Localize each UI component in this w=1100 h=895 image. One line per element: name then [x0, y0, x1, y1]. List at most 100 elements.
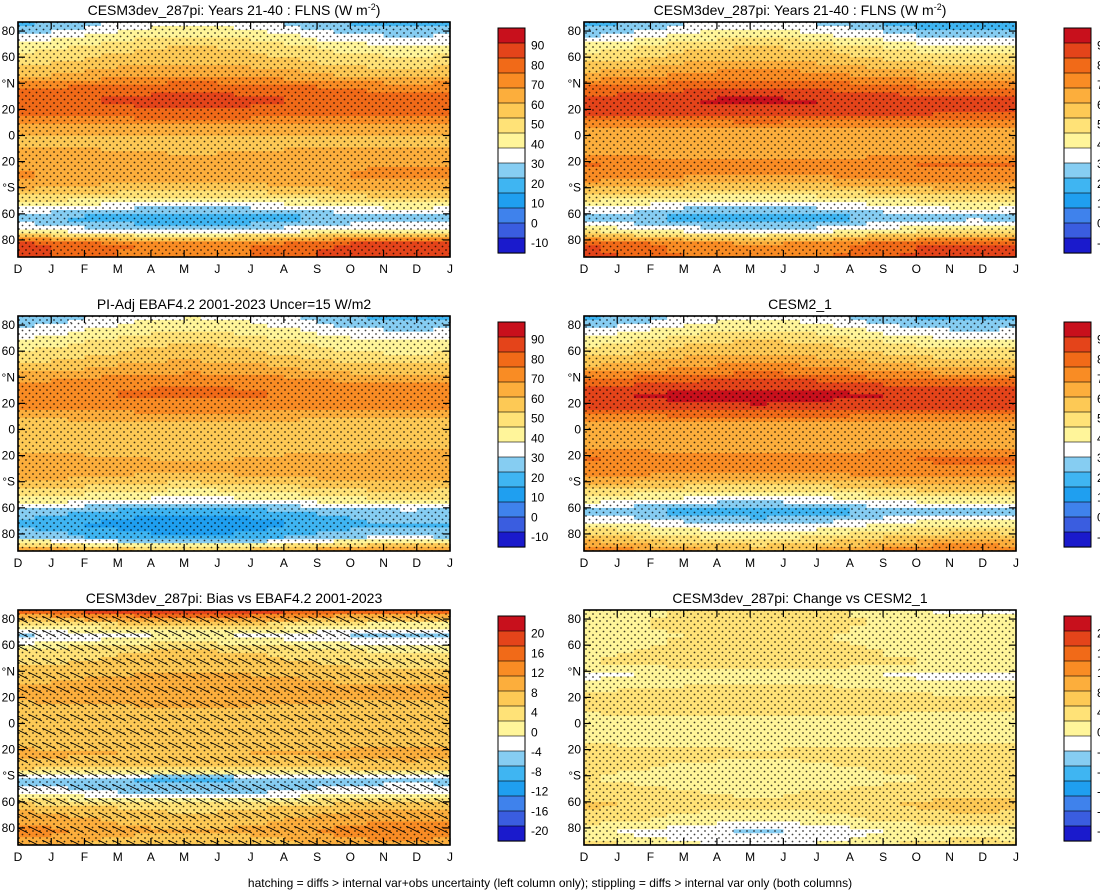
colorbar-label: 60	[531, 98, 545, 112]
colorbar-swatch	[497, 441, 526, 458]
panel-title: CESM3dev_287pi: Years 21-40 : FLNS (W m-…	[654, 2, 947, 18]
colorbar-swatch	[497, 486, 526, 503]
colorbar-label: 40	[531, 137, 545, 151]
colorbar-swatch	[497, 456, 526, 473]
x-tick-label: A	[280, 556, 288, 570]
x-tick-label: A	[713, 262, 721, 276]
x-tick-label: J	[48, 262, 54, 276]
y-tick-label: 0	[8, 423, 15, 437]
field-p4	[584, 316, 1016, 551]
colorbar-swatch	[497, 321, 526, 338]
colorbar-swatch	[497, 192, 526, 209]
y-tick-label: 20	[568, 155, 582, 169]
x-tick-label: J	[214, 556, 220, 570]
colorbar-swatch	[497, 531, 526, 548]
colorbar-swatch	[497, 42, 526, 59]
x-tick-label: J	[447, 556, 453, 570]
x-tick-label: S	[879, 262, 887, 276]
colorbar-swatch	[1063, 177, 1092, 194]
colorbar-label: -10	[531, 236, 549, 250]
y-tick-label: 20	[2, 396, 16, 410]
colorbar-label: -10	[531, 530, 549, 544]
panel-p1: CESM3dev_287pi: Years 21-40 : FLNS (W m-…	[2, 2, 549, 276]
x-tick-label: D	[14, 262, 23, 276]
colorbar-frame	[1063, 27, 1092, 254]
colorbar-swatch	[497, 57, 526, 74]
colorbar-label: 50	[531, 118, 545, 132]
colorbar-swatch	[497, 117, 526, 134]
x-tick-label: O	[346, 262, 355, 276]
x-tick-label: M	[745, 262, 755, 276]
y-tick-label: °N	[2, 76, 15, 90]
y-tick-label: °S	[568, 181, 581, 195]
x-tick-label: A	[846, 262, 854, 276]
colorbar-swatch	[1063, 102, 1092, 119]
x-tick-label: J	[48, 556, 54, 570]
colorbar-label: 80	[531, 58, 545, 72]
x-tick-label: M	[179, 556, 189, 570]
colorbar-swatch	[497, 237, 526, 254]
colorbar-swatch	[497, 381, 526, 398]
colorbar-swatch	[1063, 42, 1092, 59]
colorbar-swatch	[1063, 27, 1092, 44]
colorbar-label: 90	[1097, 39, 1100, 53]
x-tick-label: D	[978, 262, 987, 276]
x-tick-label: J	[814, 262, 820, 276]
colorbar-label: 0	[531, 510, 538, 524]
y-tick-label: 60	[2, 344, 16, 358]
x-tick-label: F	[647, 262, 654, 276]
colorbar-swatch	[497, 207, 526, 224]
colorbar-swatch	[497, 147, 526, 164]
colorbar-label: 70	[1097, 78, 1100, 92]
panel-p4: CESM2_18060°N20020°S6080DJFMAMJJASONDJ90…	[568, 296, 1100, 570]
colorbar-swatch	[497, 366, 526, 383]
colorbar-swatch	[497, 396, 526, 413]
colorbar-swatch	[497, 516, 526, 533]
colorbar-swatch	[497, 102, 526, 119]
y-tick-label: 20	[568, 102, 582, 116]
x-tick-label: J	[614, 262, 620, 276]
field-p1	[18, 22, 450, 257]
colorbar-label: 30	[1097, 157, 1100, 171]
colorbar-label: -10	[1097, 236, 1100, 250]
plot-frame	[583, 21, 1017, 258]
x-tick-label: S	[313, 262, 321, 276]
x-tick-label: A	[147, 262, 155, 276]
colorbar-swatch	[497, 27, 526, 44]
colorbar-label: 20	[531, 177, 545, 191]
colorbar-label: 30	[531, 157, 545, 171]
title-end: )	[942, 2, 947, 18]
y-tick-label: °N	[568, 76, 581, 90]
x-tick-label: D	[412, 556, 421, 570]
colorbar-swatch	[1063, 207, 1092, 224]
colorbar-swatch	[497, 351, 526, 368]
colorbar-swatch	[497, 132, 526, 149]
x-tick-label: F	[81, 556, 88, 570]
x-tick-label: M	[179, 262, 189, 276]
x-tick-label: F	[81, 262, 88, 276]
colorbar-swatch	[497, 222, 526, 239]
colorbar-label: 20	[531, 471, 545, 485]
colorbar-swatch	[1063, 192, 1092, 209]
title-superscript: -2	[934, 2, 942, 12]
x-tick-label: D	[412, 262, 421, 276]
panel-p3: PI-Adj EBAF4.2 2001-2023 Uncer=15 W/m2 80…	[2, 296, 549, 570]
colorbar-swatch	[1063, 162, 1092, 179]
y-tick-label: 20	[2, 449, 16, 463]
colorbar-label: 40	[531, 431, 545, 445]
colorbar-label: 50	[531, 412, 545, 426]
panel-title: CESM3dev_287pi: Years 21-40 : FLNS (W m-…	[88, 2, 381, 18]
field-p3	[18, 316, 450, 551]
panel-title: PI-Adj EBAF4.2 2001-2023 Uncer=15 W/m2	[97, 296, 372, 312]
x-tick-label: M	[113, 556, 123, 570]
colorbar-swatch	[497, 411, 526, 428]
x-tick-label: M	[113, 262, 123, 276]
colorbar-swatch	[1063, 237, 1092, 254]
y-tick-label: 80	[2, 527, 16, 541]
field-p2	[584, 22, 1016, 257]
colorbar-swatch	[1063, 117, 1092, 134]
y-tick-label: °S	[2, 181, 15, 195]
y-tick-label: 60	[2, 50, 16, 64]
